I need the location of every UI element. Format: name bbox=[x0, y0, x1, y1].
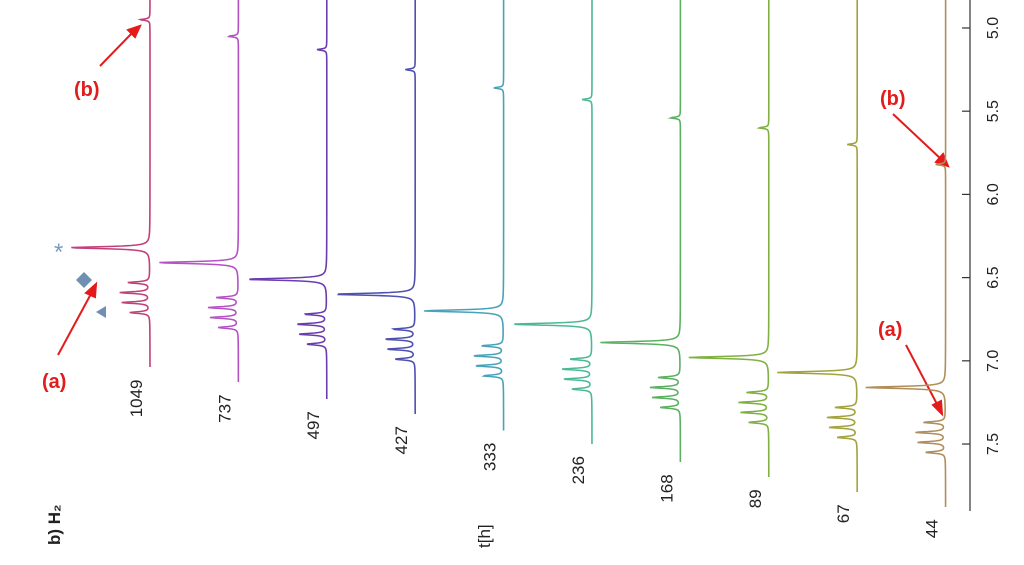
y-tick-label: 7.0 bbox=[985, 350, 1002, 372]
spectrum bbox=[249, 0, 328, 399]
series-label: 236 bbox=[569, 456, 588, 484]
spectrum bbox=[600, 0, 682, 462]
legend-title: t[h] bbox=[475, 524, 494, 548]
series-label: 333 bbox=[481, 443, 500, 471]
series-label: 737 bbox=[215, 394, 234, 422]
spectrum bbox=[71, 0, 151, 367]
spectrum bbox=[688, 0, 770, 477]
spectrum bbox=[159, 0, 240, 382]
annotation: (a) bbox=[878, 319, 902, 341]
marker-diamond bbox=[76, 272, 92, 288]
y-tick-label: 7.5 bbox=[985, 433, 1002, 455]
y-tick-label: 5.0 bbox=[985, 17, 1002, 39]
arrows bbox=[57, 24, 950, 417]
spectrum bbox=[424, 0, 505, 431]
spectrum bbox=[777, 0, 858, 492]
spectrum bbox=[337, 0, 416, 414]
series-label: 89 bbox=[746, 489, 765, 508]
annotation: (b) bbox=[74, 79, 100, 101]
annotation: (a) bbox=[42, 371, 66, 393]
series-label: 497 bbox=[304, 411, 323, 439]
marker-triangle bbox=[96, 306, 106, 318]
spectrum bbox=[865, 0, 947, 507]
series-label: 427 bbox=[392, 426, 411, 454]
marker-star: * bbox=[54, 239, 63, 266]
annotation: (b) bbox=[880, 88, 906, 110]
series-label: 1049 bbox=[127, 379, 146, 417]
series-label: 168 bbox=[657, 474, 676, 502]
y-tick-label: 6.0 bbox=[985, 183, 1002, 205]
series-label: 44 bbox=[923, 519, 942, 538]
spectrum bbox=[514, 0, 593, 444]
y-tick-label: 6.5 bbox=[985, 266, 1002, 288]
chart-title: b) H₂ bbox=[45, 504, 64, 545]
series-label: 67 bbox=[834, 504, 853, 523]
y-tick-label: 5.5 bbox=[985, 100, 1002, 122]
